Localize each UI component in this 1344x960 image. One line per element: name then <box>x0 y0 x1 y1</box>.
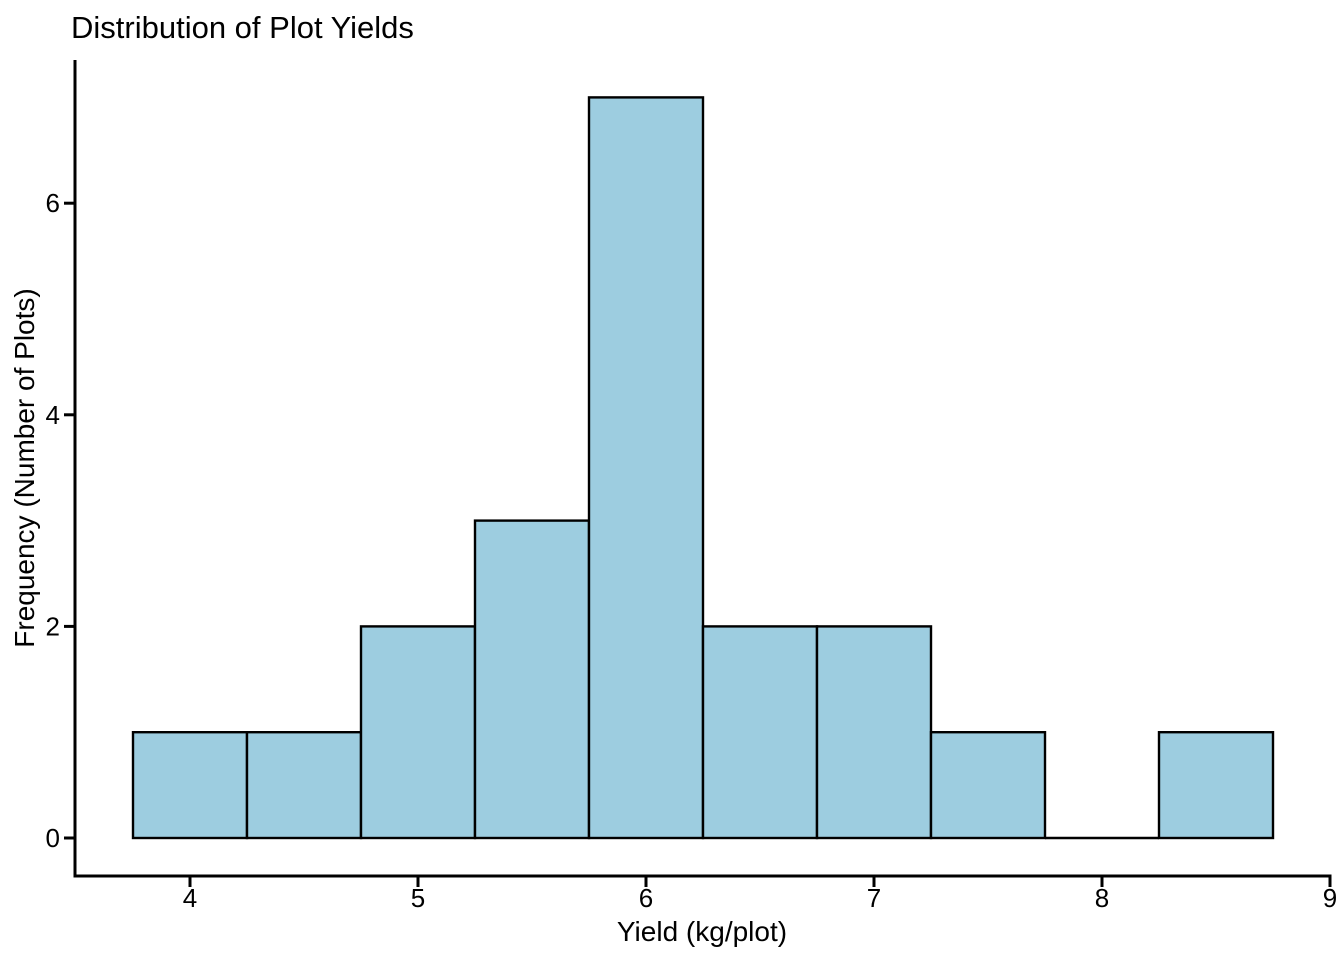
x-tick-label: 4 <box>183 883 197 913</box>
y-tick-label: 0 <box>46 823 60 853</box>
x-tick-label: 6 <box>639 883 653 913</box>
chart-title: Distribution of Plot Yields <box>71 10 414 45</box>
x-tick-label: 7 <box>867 883 881 913</box>
histogram-bar <box>245 731 363 840</box>
x-tick-label: 5 <box>411 883 425 913</box>
histogram-bar <box>815 625 933 840</box>
y-tick-label: 4 <box>46 400 60 430</box>
histogram-bar <box>1157 731 1275 840</box>
histogram-bar <box>359 625 477 840</box>
histogram-bar <box>473 519 591 840</box>
histogram-bar <box>701 625 819 840</box>
x-axis-title: Yield (kg/plot) <box>616 916 788 947</box>
histogram-bar <box>587 96 705 840</box>
histogram-bar <box>929 731 1047 840</box>
y-axis-title: Frequency (Number of Plots) <box>9 288 40 648</box>
y-tick-label: 6 <box>46 188 60 218</box>
x-tick-label: 8 <box>1095 883 1109 913</box>
histogram-bar <box>131 731 249 840</box>
y-tick-label: 2 <box>46 611 60 641</box>
x-tick-label: 9 <box>1323 883 1337 913</box>
